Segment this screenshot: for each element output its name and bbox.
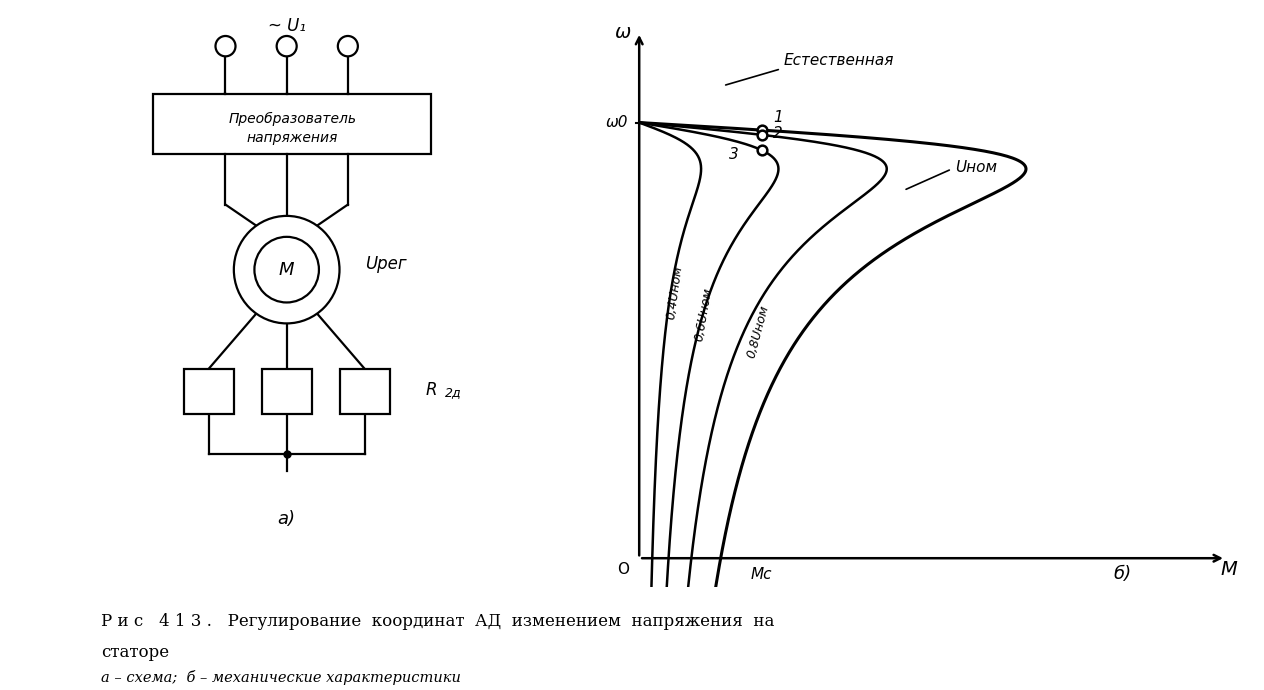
Text: 2: 2 bbox=[774, 126, 782, 141]
Text: б): б) bbox=[1114, 565, 1131, 583]
Text: ω: ω bbox=[614, 23, 631, 41]
Circle shape bbox=[215, 36, 235, 57]
Circle shape bbox=[277, 36, 297, 57]
Text: 0,4Uном: 0,4Uном bbox=[665, 264, 685, 320]
Circle shape bbox=[337, 36, 358, 57]
Text: а – схема;  б – механические характеристики: а – схема; б – механические характеристи… bbox=[101, 670, 461, 685]
Circle shape bbox=[234, 216, 340, 324]
Text: ~ U₁: ~ U₁ bbox=[268, 17, 306, 35]
Bar bbox=[183, 368, 234, 414]
Text: статоре: статоре bbox=[101, 644, 169, 660]
Text: напряжения: напряжения bbox=[246, 131, 337, 145]
Text: 2д: 2д bbox=[445, 386, 461, 400]
Text: ω0: ω0 bbox=[605, 115, 628, 130]
Text: 3: 3 bbox=[729, 147, 739, 161]
Text: Mc: Mc bbox=[751, 566, 772, 582]
Bar bbox=[340, 368, 389, 414]
Text: Естественная: Естественная bbox=[784, 53, 894, 68]
Text: Uном: Uном bbox=[956, 160, 997, 175]
Text: O: O bbox=[617, 562, 629, 577]
Bar bbox=[153, 95, 431, 154]
Text: 1: 1 bbox=[774, 110, 782, 125]
Text: M: M bbox=[279, 261, 295, 279]
Text: 0,8Uном: 0,8Uном bbox=[746, 304, 772, 359]
Text: M: M bbox=[1221, 560, 1237, 579]
Text: Uрег: Uрег bbox=[364, 255, 406, 273]
Text: а): а) bbox=[278, 510, 296, 528]
Text: Преобразователь: Преобразователь bbox=[229, 112, 356, 126]
Text: R: R bbox=[426, 381, 437, 400]
Bar bbox=[262, 368, 312, 414]
Text: 0,6Uном: 0,6Uном bbox=[693, 287, 714, 343]
Text: Р и с   4 1 3 .   Регулирование  координат  АД  изменением  напряжения  на: Р и с 4 1 3 . Регулирование координат АД… bbox=[101, 613, 775, 629]
Circle shape bbox=[254, 237, 319, 302]
